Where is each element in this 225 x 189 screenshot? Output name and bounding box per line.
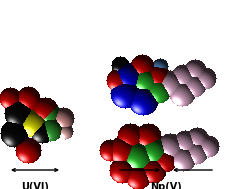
Text: Np(V): Np(V) (150, 182, 182, 189)
Text: U(VI): U(VI) (21, 182, 49, 189)
